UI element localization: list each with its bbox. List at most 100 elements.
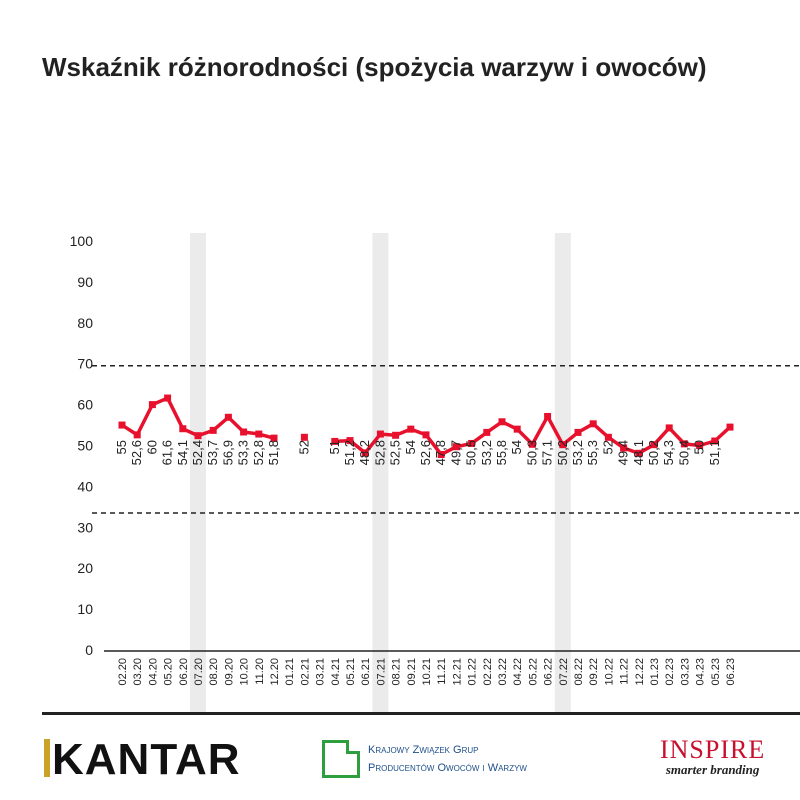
data-point (544, 412, 552, 420)
data-point (300, 433, 308, 441)
data-point (528, 440, 536, 448)
y-tick-label: 60 (77, 397, 93, 413)
y-tick-label: 70 (77, 356, 93, 372)
data-label: 52,8 (251, 440, 266, 465)
series-layer (118, 394, 734, 458)
x-tick-label: 01.21 (284, 658, 296, 686)
reference-lines (92, 364, 800, 514)
x-tick-label: 02.23 (664, 658, 676, 686)
data-point (422, 431, 430, 439)
x-tick-label: 10.21 (421, 658, 433, 686)
y-tick-label: 0 (85, 642, 93, 658)
data-point (407, 425, 415, 433)
data-point (711, 437, 719, 445)
x-tick-label: 03.23 (679, 658, 691, 686)
data-point (224, 413, 232, 421)
data-label: 52,8 (372, 440, 387, 465)
data-label: 51 (327, 440, 342, 454)
data-point (620, 444, 628, 452)
x-tick-label: 10.22 (603, 658, 615, 686)
x-tick-label: 07.20 (193, 658, 205, 686)
x-tick-label: 06.23 (725, 658, 737, 686)
x-tick-label: 01.22 (467, 658, 479, 686)
y-axis: 0 10 20 30 40 50 60 70 80 90 100 (70, 233, 94, 658)
x-tick-label: 02.22 (482, 658, 494, 686)
data-label: 47,8 (433, 440, 448, 465)
x-tick-label: 11.22 (619, 658, 631, 685)
data-point (346, 437, 354, 445)
data-point (589, 420, 597, 428)
data-label: 55 (114, 440, 129, 454)
x-tick-label: 09.22 (588, 658, 600, 686)
shaded-band (554, 233, 571, 712)
x-tick-label: 09.20 (223, 658, 235, 686)
x-tick-label: 07.22 (558, 658, 570, 686)
shaded-bands (190, 233, 571, 712)
x-tick-label: 08.20 (208, 658, 220, 686)
data-label: 50,4 (676, 440, 691, 465)
shaded-band (372, 233, 389, 712)
x-tick-label: 01.23 (649, 658, 661, 686)
kzg-logo: Krajowy Związek Grup Producentów Owoców … (322, 740, 527, 778)
x-tick-label: 03.22 (497, 658, 509, 686)
data-point (696, 442, 704, 449)
x-tick-label: 10.20 (239, 658, 251, 686)
inspire-logo: INSPIRE smarter branding (660, 735, 766, 778)
data-label: 48,2 (357, 440, 372, 465)
y-tick-label: 30 (77, 519, 93, 535)
data-point (437, 450, 445, 458)
x-tick-label: 05.22 (527, 658, 539, 686)
data-point (483, 428, 491, 436)
y-tick-label: 100 (70, 233, 94, 249)
y-tick-label: 20 (77, 560, 93, 576)
data-label: 52 (296, 440, 311, 454)
data-label: 52,6 (418, 440, 433, 465)
data-label: 51,2 (342, 440, 357, 465)
data-label: 50,3 (524, 440, 539, 465)
data-point (559, 441, 567, 449)
y-tick-label: 10 (77, 601, 93, 617)
data-labels: 55 52,6 60 61,6 54,1 52,4 53,7 56,9 53,3 52,8 51,8… (114, 440, 722, 465)
data-point (726, 423, 734, 431)
x-tick-label: 04.22 (512, 658, 524, 686)
x-tick-label: 06.20 (178, 658, 190, 686)
x-tick-label: 02.20 (117, 658, 129, 686)
data-label: 61,6 (160, 440, 175, 465)
data-label: 53,3 (236, 440, 251, 465)
data-point (194, 432, 202, 440)
inspire-logo-tagline: smarter branding (665, 762, 760, 777)
data-label: 50,2 (646, 440, 661, 465)
x-tick-label: 04.20 (147, 658, 159, 686)
data-label: 52,6 (129, 440, 144, 465)
data-label: 52,4 (190, 440, 205, 465)
data-point (392, 431, 400, 439)
data-point (452, 443, 460, 451)
x-axis: 02.20 03.20 04.20 05.20 06.20 07.20 08.20 09.20… (104, 650, 800, 686)
x-tick-label: 11.20 (254, 658, 266, 685)
data-point (209, 426, 217, 434)
x-tick-label: 02.21 (299, 658, 311, 686)
data-point (665, 424, 673, 432)
kantar-logo-text: KANTAR (52, 735, 241, 784)
x-tick-label: 07.21 (375, 658, 387, 686)
y-tick-label: 50 (77, 438, 93, 454)
x-tick-label: 12.22 (634, 658, 646, 686)
inspire-logo-name: INSPIRE (660, 735, 766, 764)
data-label: 54,1 (175, 440, 190, 465)
x-tick-label: 04.23 (695, 658, 707, 686)
x-tick-label: 05.20 (163, 658, 175, 686)
data-point (179, 425, 187, 433)
x-tick-label: 12.20 (269, 658, 281, 686)
data-point (468, 439, 476, 447)
data-point (650, 441, 658, 449)
data-label: 54 (403, 440, 418, 454)
data-label: 54 (509, 440, 524, 454)
data-point (498, 418, 506, 426)
data-point (331, 437, 339, 445)
data-label: 57,1 (540, 440, 555, 465)
kzg-logo-mark-icon (322, 740, 360, 778)
y-tick-label: 90 (77, 274, 93, 290)
shaded-band (190, 233, 206, 712)
data-point (376, 430, 384, 438)
data-label: 49,4 (616, 440, 631, 465)
